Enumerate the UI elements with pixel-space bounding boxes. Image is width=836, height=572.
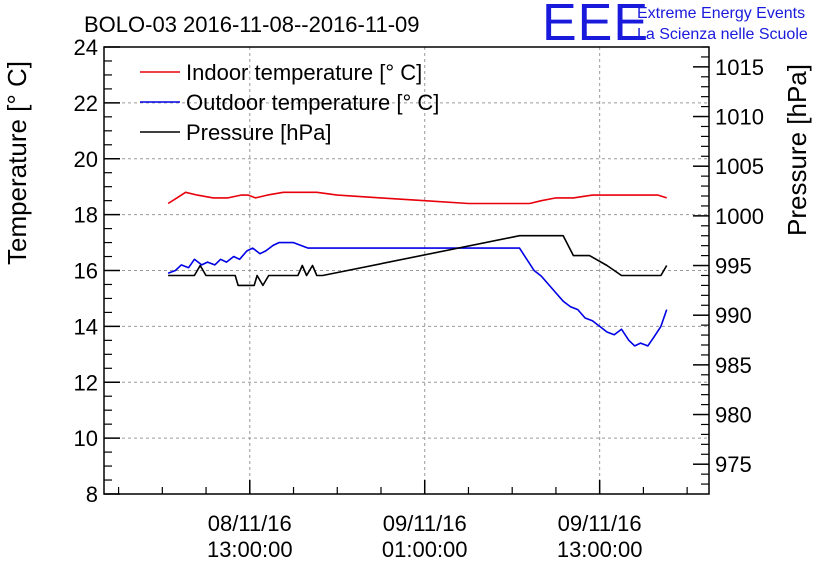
y-axis-right-title: Pressure [hPa] bbox=[782, 64, 812, 236]
logo-line1: Extreme Energy Events bbox=[637, 5, 805, 22]
y-tick-label-left: 8 bbox=[86, 482, 98, 507]
y-tick-label-left: 16 bbox=[74, 259, 98, 284]
x-tick-label-time: 13:00:00 bbox=[207, 537, 293, 562]
x-tick-label-time: 13:00:00 bbox=[557, 537, 643, 562]
legend-label-2: Outdoor temperature [° C] bbox=[186, 90, 439, 115]
y-tick-label-right: 1015 bbox=[715, 55, 764, 80]
x-tick-label-date: 08/11/16 bbox=[208, 511, 292, 536]
eee-logo: EEE Extreme Energy Events La Scienza nel… bbox=[542, 0, 808, 52]
y-tick-label-right: 995 bbox=[715, 254, 752, 279]
y-tick-label-left: 20 bbox=[74, 147, 98, 172]
y-tick-label-right: 1000 bbox=[715, 204, 764, 229]
y-tick-label-left: 18 bbox=[74, 203, 98, 228]
x-tick-label-date: 09/11/16 bbox=[558, 511, 642, 536]
legend-label-3: Pressure [hPa] bbox=[186, 120, 332, 145]
logo-mark: EEE bbox=[542, 0, 649, 52]
plot-series bbox=[167, 191, 668, 347]
y-tick-label-right: 985 bbox=[715, 353, 752, 378]
y-tick-label-right: 980 bbox=[715, 403, 752, 428]
y-tick-label-right: 1005 bbox=[715, 154, 764, 179]
grid bbox=[104, 47, 709, 494]
series-line-2 bbox=[167, 241, 668, 347]
y-tick-label-left: 12 bbox=[74, 370, 98, 395]
x-tick-label-date: 09/11/16 bbox=[383, 511, 467, 536]
y-tick-label-right: 990 bbox=[715, 303, 752, 328]
x-tick-label-time: 01:00:00 bbox=[382, 537, 468, 562]
y-tick-label-left: 14 bbox=[74, 314, 98, 339]
y-tick-label-left: 10 bbox=[74, 426, 98, 451]
legend: Indoor temperature [° C] Outdoor temperat… bbox=[140, 60, 439, 145]
y-tick-label-right: 975 bbox=[715, 452, 752, 477]
y-tick-label-left: 24 bbox=[74, 35, 98, 60]
legend-label-1: Indoor temperature [° C] bbox=[186, 60, 422, 85]
y-tick-label-right: 1010 bbox=[715, 105, 764, 130]
chart-title: BOLO-03 2016-11-08--2016-11-09 bbox=[84, 12, 420, 37]
axes: 08/11/1613:00:0009/11/1601:00:0009/11/16… bbox=[74, 35, 764, 562]
series-line-3 bbox=[168, 234, 668, 287]
series-line-1 bbox=[167, 191, 667, 205]
y-tick-label-left: 22 bbox=[74, 91, 98, 116]
logo-line2: La Scienza nelle Scuole bbox=[637, 26, 808, 43]
y-axis-left-title: Temperature [° C] bbox=[2, 61, 32, 265]
